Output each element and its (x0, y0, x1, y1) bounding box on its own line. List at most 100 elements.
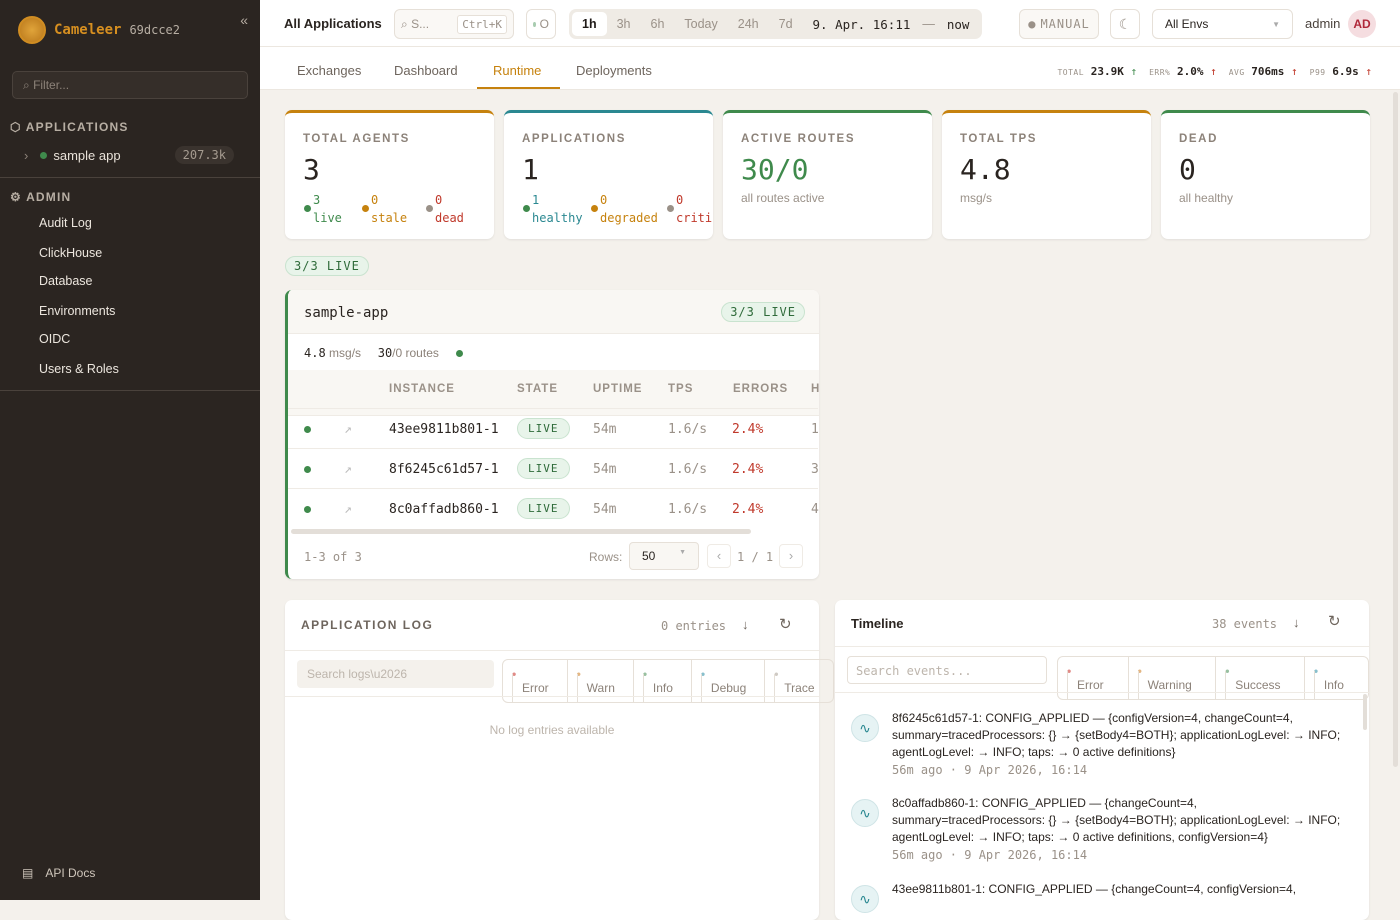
divider (0, 390, 260, 391)
range-24h[interactable]: 24h (737, 17, 759, 31)
refresh-mode-button[interactable]: ● MANUAL (1019, 9, 1099, 39)
range-6h[interactable]: 6h (650, 17, 665, 31)
applications-label: APPLICATIONS (25, 120, 129, 134)
col-errors[interactable]: ERRORS (733, 383, 789, 395)
uptime: 54m (593, 422, 617, 437)
breakdown-degraded: 0 degraded (591, 191, 658, 227)
prev-page-button[interactable]: ‹ (707, 544, 731, 568)
breakdown-dead: 0 dead (426, 191, 464, 227)
next-page-button[interactable]: › (779, 544, 803, 568)
timeline-level-filter: • Error • Warning • Success • Info (1057, 656, 1369, 700)
brand[interactable]: Cameleer 69dcce2 (18, 16, 180, 44)
page-indicator: 1 / 1 (737, 550, 774, 564)
time-range-selector: 1h 3h 6h Today 24h 7d 9. Apr. 16:11 — no… (569, 9, 983, 39)
sidebar-item-environments[interactable]: Environments (39, 304, 116, 318)
tps: 1.6/s (668, 462, 708, 477)
instance-id[interactable]: 8c0affadb860-1 (389, 502, 499, 517)
level-success-button[interactable]: • Success (1215, 657, 1304, 699)
level-error-button[interactable]: • Error (503, 660, 567, 702)
admin-label: ADMIN (26, 190, 72, 204)
pagination-range: 1-3 of 3 (304, 550, 362, 564)
external-link-icon[interactable]: ↗ (344, 462, 352, 477)
kpi-strip: TOTAL 23.9K ↑ ERR% 2.0% ↑ AVG 706ms ↑ P9… (1057, 65, 1372, 78)
stat-sub: all healthy (1179, 191, 1234, 205)
level-debug-button[interactable]: • Debug (690, 660, 764, 702)
status-indicator[interactable]: O (526, 9, 556, 39)
external-link-icon[interactable]: ↗ (344, 502, 352, 517)
horizontal-scrollbar[interactable] (291, 529, 751, 534)
tab-dashboard[interactable]: Dashboard (394, 63, 458, 78)
event-time: 56m ago · 9 Apr 2026, 16:14 (892, 763, 1088, 777)
event-text: 8f6245c61d57-1: CONFIG_APPLIED — {config… (892, 711, 1341, 759)
tab-exchanges[interactable]: Exchanges (297, 63, 362, 78)
stat-label: TOTAL TPS (960, 133, 1038, 145)
arrow-down-icon[interactable]: ↓ (1293, 615, 1300, 630)
api-docs-link[interactable]: ▤ API Docs (22, 866, 95, 880)
tab-runtime[interactable]: Runtime (493, 63, 542, 78)
timeline-search-input[interactable]: Search events... (847, 656, 1047, 684)
refresh-mode-label: MANUAL (1040, 17, 1090, 31)
external-link-icon[interactable]: ↗ (344, 422, 352, 437)
refresh-icon[interactable]: ↻ (1328, 613, 1341, 630)
table-row[interactable]: ↗ 8c0affadb860-1 LIVE 54m 1.6/s 2.4% 4 (288, 488, 819, 528)
level-warn-button[interactable]: • Warn (566, 660, 633, 702)
app-card-title[interactable]: sample-app (304, 305, 389, 321)
activity-icon: ∿ (851, 799, 879, 827)
tab-deployments[interactable]: Deployments (576, 63, 652, 78)
level-info-button[interactable]: • Info (632, 660, 691, 702)
level-info-button[interactable]: • Info (1303, 657, 1368, 699)
level-trace-button[interactable]: • Trace (764, 660, 832, 702)
col-tps[interactable]: TPS (668, 383, 694, 395)
avatar[interactable]: AD (1348, 10, 1376, 38)
env-select[interactable]: All Envs ▼ (1152, 9, 1293, 39)
applications-section-header[interactable]: ⬡ APPLICATIONS (10, 120, 129, 134)
sidebar-item-clickhouse[interactable]: ClickHouse (39, 246, 103, 260)
range-today[interactable]: Today (684, 17, 718, 31)
stat-value: 1 (522, 153, 539, 186)
h-value: 1 (811, 422, 819, 437)
uptime: 54m (593, 462, 617, 477)
rows-per-page-select[interactable]: 50 ▼ (629, 542, 699, 570)
page-scrollbar[interactable] (1393, 92, 1398, 767)
status-dot (40, 151, 48, 159)
log-search-input[interactable]: Search logs\u2026 (297, 660, 494, 688)
col-h[interactable]: H (811, 383, 821, 395)
range-1h[interactable]: 1h (572, 12, 607, 36)
arrow-down-icon[interactable]: ↓ (742, 617, 749, 632)
stat-label: DEAD (1179, 133, 1218, 145)
moon-icon[interactable]: ☾ (1110, 9, 1140, 39)
search-button[interactable]: ⌕ S... Ctrl+K (394, 9, 514, 39)
admin-section-header[interactable]: ⚙ ADMIN (10, 190, 71, 204)
stat-card-total-tps: TOTAL TPS 4.8 msg/s (942, 110, 1151, 239)
range-7d[interactable]: 7d (778, 17, 793, 31)
instance-id[interactable]: 8f6245c61d57-1 (389, 462, 499, 477)
sidebar-item-database[interactable]: Database (39, 274, 93, 288)
level-error-button[interactable]: • Error (1058, 657, 1128, 699)
sidebar-app-sample-app[interactable]: › sample app 207.3k (24, 146, 234, 164)
col-uptime[interactable]: UPTIME (593, 383, 643, 395)
range-3h[interactable]: 3h (616, 17, 631, 31)
collapse-sidebar-icon[interactable]: « (240, 12, 248, 28)
refresh-icon[interactable]: ↻ (779, 616, 792, 633)
col-state[interactable]: STATE (517, 383, 558, 395)
kpi-avg: AVG 706ms ↑ (1228, 65, 1298, 78)
activity-icon: ∿ (851, 885, 879, 913)
instance-id[interactable]: 43ee9811b801-1 (389, 422, 499, 437)
range-from[interactable]: 9. Apr. 16:11 (812, 16, 911, 32)
stat-label: APPLICATIONS (522, 133, 626, 145)
table-row[interactable]: ↗ 8f6245c61d57-1 LIVE 54m 1.6/s 2.4% 3 (288, 448, 819, 488)
level-warning-button[interactable]: • Warning (1127, 657, 1216, 699)
sidebar-item-oidc[interactable]: OIDC (39, 332, 71, 346)
chevron-down-icon: ▼ (1272, 19, 1280, 29)
table-row[interactable]: ↗ 43ee9811b801-1 LIVE 54m 1.6/s 2.4% 1 (288, 408, 819, 448)
sidebar-item-users-roles[interactable]: Users & Roles (39, 362, 119, 376)
sidebar-filter-input[interactable]: ⌕ Filter... (12, 71, 248, 99)
application-log-panel: APPLICATION LOG 0 entries ↓ ↻ Search log… (285, 600, 834, 920)
status-dot (304, 426, 311, 433)
document-icon: ▤ (22, 866, 34, 880)
range-to[interactable]: now (946, 16, 970, 32)
col-instance[interactable]: INSTANCE (389, 383, 455, 395)
chevron-right-icon[interactable]: › (24, 147, 29, 163)
sidebar-item-audit-log[interactable]: Audit Log (39, 216, 92, 230)
vertical-scrollbar[interactable] (1363, 694, 1367, 730)
